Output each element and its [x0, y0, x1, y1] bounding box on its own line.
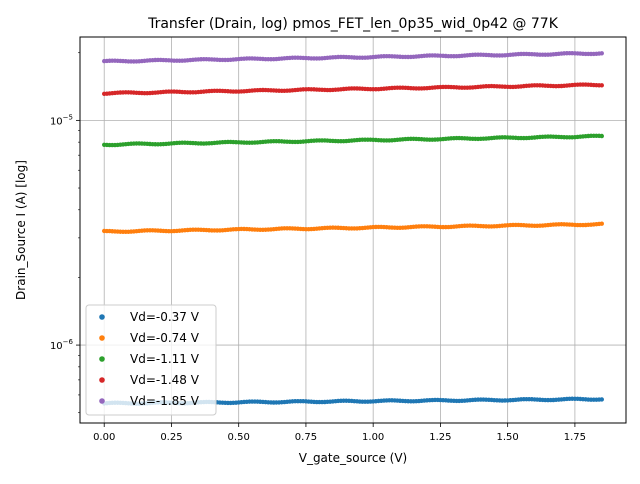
legend: Vd=-0.37 V Vd=-0.74 V Vd=-1.11 V Vd=-1.48 V…	[85, 304, 217, 416]
x-tick-label: 1.75	[564, 432, 586, 443]
series-3	[102, 133, 604, 148]
x-tick-label: 1.50	[497, 432, 519, 443]
y-axis-label: Drain_Source I (A) [log]	[14, 160, 28, 300]
legend-entries: Vd=-0.37 V Vd=-0.74 V Vd=-1.11 V Vd=-1.48 V…	[99, 310, 200, 408]
x-tick-label: 0.75	[295, 432, 317, 443]
data-point	[599, 133, 604, 139]
x-tick-label: 0.25	[160, 432, 182, 443]
series-4	[102, 82, 604, 97]
data-point	[599, 221, 604, 226]
series-2	[102, 221, 604, 235]
plot-frame	[79, 36, 627, 424]
x-tick-label: 0.50	[228, 432, 250, 443]
data-point	[599, 51, 604, 56]
legend-marker	[99, 314, 105, 320]
legend-label: Vd=-1.11 V	[130, 352, 200, 366]
legend-label: Vd=-1.85 V	[130, 394, 200, 408]
y-tick-label: 10−5	[50, 113, 73, 127]
legend-label: Vd=-0.37 V	[130, 310, 200, 324]
data-point	[599, 397, 604, 402]
x-tick-label: 0.00	[93, 432, 115, 443]
x-tick-label: 1.00	[362, 432, 384, 443]
legend-marker	[99, 377, 105, 383]
series-5	[102, 50, 604, 64]
legend-marker	[99, 335, 105, 341]
y-tick-label: 10−6	[50, 338, 74, 352]
grid-layer	[80, 37, 626, 423]
ticks-layer: 0.00 0.25 0.50 0.75 1.00 1.25 1.50 1.75 10−6 10−5	[50, 52, 586, 443]
legend-box	[85, 304, 217, 416]
data-point	[599, 83, 604, 88]
legend-label: Vd=-0.74 V	[130, 331, 200, 345]
legend-marker	[99, 356, 105, 362]
legend-marker	[99, 398, 105, 404]
legend-label: Vd=-1.48 V	[130, 373, 200, 387]
x-tick-label: 1.25	[429, 432, 451, 443]
chart-title: Transfer (Drain, log) pmos_FET_len_0p35_…	[147, 16, 559, 32]
x-axis-label: V_gate_source (V)	[299, 451, 408, 465]
points-layer	[102, 50, 604, 406]
